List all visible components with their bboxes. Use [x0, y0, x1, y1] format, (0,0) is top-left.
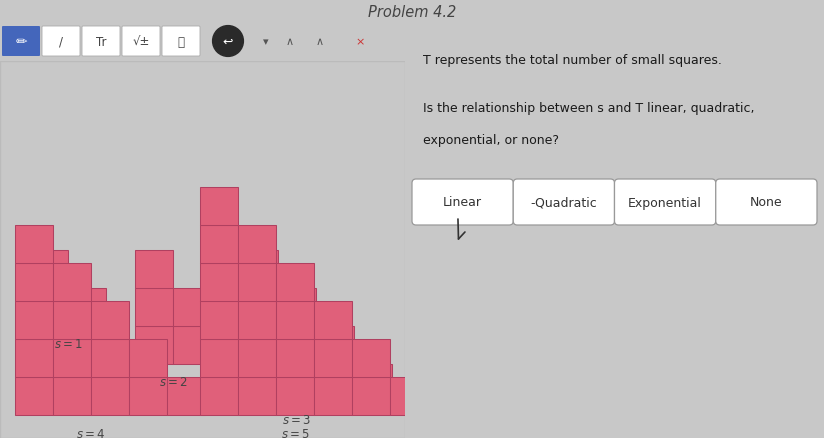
Bar — [135, 250, 173, 288]
Bar — [129, 378, 167, 415]
Bar — [68, 288, 106, 326]
Bar — [276, 302, 314, 339]
Bar — [15, 226, 53, 264]
Text: ↩: ↩ — [222, 35, 233, 48]
Bar — [354, 364, 392, 402]
Bar — [352, 378, 390, 415]
Text: $s = 5$: $s = 5$ — [280, 427, 310, 438]
Text: $s = 3$: $s = 3$ — [283, 413, 311, 427]
Bar — [173, 326, 211, 364]
Bar — [15, 339, 53, 378]
Bar — [211, 326, 249, 364]
Bar — [30, 288, 68, 326]
Bar — [238, 339, 276, 378]
FancyBboxPatch shape — [2, 27, 40, 57]
Text: Problem 4.2: Problem 4.2 — [368, 4, 456, 20]
Bar — [390, 378, 428, 415]
Bar — [238, 226, 276, 264]
Text: T represents the total number of small squares.: T represents the total number of small s… — [423, 54, 722, 67]
Bar — [91, 378, 129, 415]
FancyBboxPatch shape — [162, 27, 200, 57]
FancyBboxPatch shape — [615, 180, 716, 226]
Bar — [276, 378, 314, 415]
Bar — [200, 188, 238, 226]
Bar — [53, 339, 91, 378]
Bar — [135, 288, 173, 326]
Bar — [238, 264, 276, 302]
Bar — [200, 378, 238, 415]
FancyBboxPatch shape — [412, 180, 513, 226]
Circle shape — [213, 27, 243, 57]
Bar — [200, 339, 238, 378]
FancyBboxPatch shape — [122, 27, 160, 57]
Bar — [91, 302, 129, 339]
Text: ∧: ∧ — [286, 37, 294, 47]
Bar — [15, 264, 53, 302]
Bar — [200, 264, 238, 302]
Bar — [316, 326, 354, 364]
Bar — [15, 378, 53, 415]
Bar — [278, 364, 316, 402]
Bar — [240, 326, 278, 364]
Bar — [314, 339, 352, 378]
FancyBboxPatch shape — [716, 180, 817, 226]
Text: ×: × — [355, 37, 365, 47]
Bar — [276, 264, 314, 302]
FancyBboxPatch shape — [42, 27, 80, 57]
Text: -Quadratic: -Quadratic — [531, 196, 597, 209]
Bar — [278, 326, 316, 364]
Bar — [167, 378, 205, 415]
Text: ✏: ✏ — [15, 35, 27, 49]
Bar — [30, 250, 68, 288]
Bar — [91, 339, 129, 378]
Bar — [173, 288, 211, 326]
Bar — [15, 302, 53, 339]
Text: $s = 2$: $s = 2$ — [158, 376, 188, 389]
Text: √±: √± — [133, 35, 150, 48]
Text: ∧: ∧ — [316, 37, 324, 47]
Text: exponential, or none?: exponential, or none? — [423, 134, 559, 147]
Bar — [314, 302, 352, 339]
Bar — [129, 339, 167, 378]
Text: Tr: Tr — [96, 35, 106, 48]
Bar — [240, 250, 278, 288]
Bar — [238, 378, 276, 415]
Text: Is the relationship between s and T linear, quadratic,: Is the relationship between s and T line… — [423, 102, 755, 115]
Text: ⌕: ⌕ — [177, 35, 185, 48]
Bar — [316, 364, 354, 402]
Bar — [238, 302, 276, 339]
Bar — [352, 339, 390, 378]
Bar — [53, 302, 91, 339]
Text: Exponential: Exponential — [628, 196, 702, 209]
FancyBboxPatch shape — [513, 180, 615, 226]
Bar — [53, 378, 91, 415]
Text: /: / — [59, 35, 63, 48]
Bar — [200, 226, 238, 264]
Text: Linear: Linear — [443, 196, 482, 209]
Bar — [240, 288, 278, 326]
Bar — [314, 378, 352, 415]
Bar — [200, 302, 238, 339]
Bar — [278, 288, 316, 326]
Bar — [240, 364, 278, 402]
Bar — [135, 326, 173, 364]
Text: $s = 1$: $s = 1$ — [54, 338, 82, 351]
FancyBboxPatch shape — [82, 27, 120, 57]
Bar — [53, 264, 91, 302]
Text: ▾: ▾ — [263, 37, 269, 47]
Text: None: None — [750, 196, 783, 209]
Bar — [276, 339, 314, 378]
Text: $s = 4$: $s = 4$ — [77, 427, 105, 438]
